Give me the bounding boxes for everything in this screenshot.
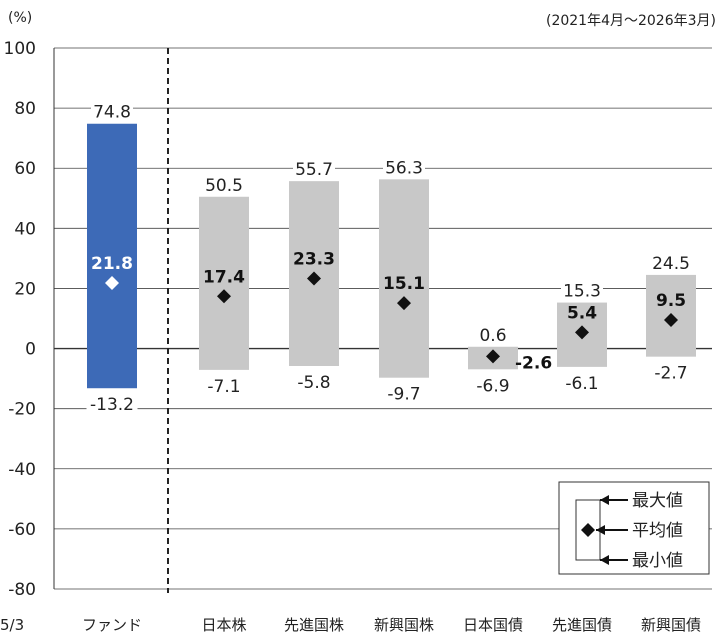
label-backdrop bbox=[650, 361, 692, 382]
label-backdrop bbox=[383, 382, 425, 403]
average-value-label: -2.6 bbox=[515, 353, 552, 373]
max-value-label: 56.3 bbox=[385, 158, 423, 178]
average-value-label: 23.3 bbox=[293, 250, 335, 270]
average-marker bbox=[486, 349, 500, 364]
y-tick-label: -80 bbox=[8, 580, 36, 600]
label-backdrop bbox=[561, 279, 603, 300]
min-value-label: -7.1 bbox=[207, 377, 240, 397]
y-tick-label: 60 bbox=[14, 159, 36, 179]
category-label: 先進国株 bbox=[284, 616, 344, 634]
label-backdrop bbox=[293, 158, 335, 179]
y-tick-label: 0 bbox=[25, 340, 36, 360]
label-backdrop bbox=[650, 251, 692, 272]
average-marker bbox=[575, 325, 589, 340]
legend-diamond bbox=[581, 523, 595, 537]
legend-item-label: 最大値 bbox=[632, 491, 683, 511]
average-value-label: 9.5 bbox=[656, 291, 686, 311]
category-label: ファンド bbox=[82, 616, 142, 634]
label-backdrop bbox=[86, 393, 138, 414]
range-bar bbox=[87, 123, 137, 389]
legend-item-label: 平均値 bbox=[632, 521, 683, 541]
y-tick-label: -20 bbox=[8, 400, 36, 420]
max-value-label: 74.8 bbox=[93, 103, 131, 123]
label-backdrop bbox=[203, 173, 245, 194]
average-marker bbox=[307, 271, 321, 286]
min-value-label: -2.7 bbox=[654, 364, 687, 384]
average-value-label: 21.8 bbox=[91, 254, 133, 274]
y-tick-label: -40 bbox=[8, 460, 36, 480]
min-value-label: -13.2 bbox=[90, 395, 134, 415]
legend-item-label: 最小値 bbox=[632, 551, 683, 571]
category-label: 日本国債 bbox=[463, 616, 523, 634]
range-bar bbox=[199, 196, 249, 370]
average-value-label: 17.4 bbox=[203, 267, 245, 287]
average-value-label: 5.4 bbox=[567, 303, 597, 323]
range-bar bbox=[379, 179, 429, 378]
max-value-label: 24.5 bbox=[652, 254, 690, 274]
label-backdrop bbox=[383, 156, 425, 177]
average-marker bbox=[105, 276, 119, 291]
y-tick-label: 40 bbox=[14, 219, 36, 239]
label-backdrop bbox=[561, 371, 603, 392]
average-marker bbox=[397, 296, 411, 311]
max-value-label: 15.3 bbox=[563, 282, 601, 302]
legend-arrowhead bbox=[600, 555, 609, 565]
average-marker bbox=[664, 313, 678, 328]
y-tick-label: -60 bbox=[8, 520, 36, 540]
label-backdrop bbox=[203, 374, 245, 395]
min-value-label: -9.7 bbox=[387, 385, 420, 405]
average-marker bbox=[217, 289, 231, 304]
max-value-label: 0.6 bbox=[479, 326, 506, 346]
label-backdrop bbox=[476, 323, 510, 344]
category-label: 日本株 bbox=[201, 616, 246, 634]
unit-label: (%) bbox=[8, 10, 33, 26]
min-value-label: -6.1 bbox=[565, 374, 598, 394]
legend-arrowhead bbox=[600, 495, 609, 505]
y-tick-label: 80 bbox=[14, 99, 36, 119]
min-value-label: -6.9 bbox=[476, 376, 509, 396]
average-value-label: 15.1 bbox=[383, 274, 425, 294]
label-backdrop bbox=[293, 370, 335, 391]
y-tick-label: 100 bbox=[4, 39, 36, 59]
category-label: 先進国債 bbox=[552, 616, 612, 634]
label-backdrop bbox=[91, 100, 133, 121]
min-value-label: -5.8 bbox=[297, 373, 330, 393]
y-tick-label: 20 bbox=[14, 279, 36, 299]
clipped-label: 5/3 bbox=[0, 616, 24, 634]
category-label: 新興国債 bbox=[641, 616, 701, 634]
label-backdrop bbox=[472, 374, 514, 395]
max-value-label: 50.5 bbox=[205, 176, 243, 196]
legend-arrowhead bbox=[596, 525, 605, 535]
period-label: (2021年4月～2026年3月) bbox=[546, 13, 716, 29]
category-label: 新興国株 bbox=[374, 616, 434, 634]
max-value-label: 55.7 bbox=[295, 160, 333, 180]
